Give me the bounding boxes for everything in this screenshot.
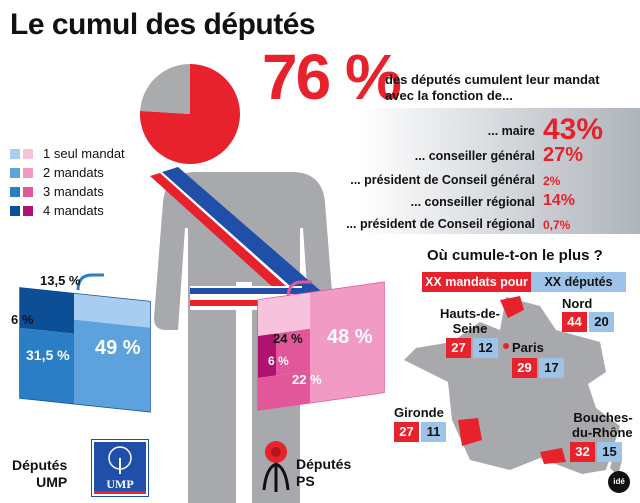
function-value: 0,7%: [543, 218, 571, 232]
pie-slice-cumulent: [140, 64, 241, 164]
place-gironde-deputes: 11: [421, 422, 446, 442]
function-row-maire: ... maire 43%: [290, 113, 640, 146]
ump-block-2-mandats: [74, 319, 150, 412]
legend-swatch-ump: [10, 187, 20, 197]
ump-block-4-mandats: [20, 288, 74, 334]
page-title: Le cumul des députés: [10, 8, 316, 41]
ump-briefcase-handle: [76, 273, 104, 291]
paris-dot: [503, 343, 509, 349]
legend-swatch-ps: [23, 187, 33, 197]
where-legend-deputes: XX députés: [531, 272, 626, 292]
place-bouches-du-rhone-mandats: 32: [570, 442, 595, 462]
brand-logo: idé: [608, 471, 630, 493]
ump-block-3-mandats: [20, 328, 74, 404]
ump-value-3-mandats: 31,5 %: [26, 347, 70, 363]
function-row-conseiller-general: ... conseiller général 27%: [290, 144, 640, 168]
ump-block-1-mandat: [74, 293, 150, 328]
ps-block-3-mandats: [276, 328, 310, 376]
place-nord-mandats: 44: [562, 312, 587, 332]
place-nord-name: Nord: [562, 296, 593, 311]
where-title: Où cumule-t-on le plus ?: [427, 247, 603, 264]
ump-logo-text: UMP: [106, 477, 134, 491]
nord-region: [500, 296, 524, 318]
ps-block-4-mandats: [258, 333, 276, 378]
headline-percentage: 76 %: [262, 41, 402, 113]
function-label: ... conseiller général: [414, 149, 535, 163]
ump-value-2-mandats: 49 %: [95, 337, 141, 359]
place-name-line-2: du-Rhône: [572, 425, 633, 440]
place-paris-deputes: 17: [539, 358, 564, 378]
ump-label: Députés UMP: [12, 457, 67, 491]
ump-logo: UMP: [92, 440, 148, 496]
ps-value-4-mandats: 6 %: [268, 354, 289, 368]
legend-swatch-ps: [23, 168, 33, 178]
function-value: 14%: [543, 192, 576, 209]
ump-treemap: [19, 287, 151, 413]
place-name-line-2: Seine: [452, 321, 488, 336]
where-legend-mandats: XX mandats pour: [422, 272, 531, 292]
place-gironde-mandats: 27: [394, 422, 419, 442]
tree-icon: [108, 446, 132, 474]
function-row-president-conseil-regional: ... président de Conseil régional 0,7%: [290, 214, 640, 236]
function-row-conseiller-regional: ... conseiller régional 14%: [290, 192, 640, 214]
legend-swatch-ps: [23, 206, 33, 216]
ump-value-1-mandat: 13,5 %: [40, 273, 81, 288]
ps-block-1-mandat: [258, 292, 310, 336]
legend-swatch-ps: [23, 149, 33, 159]
function-value: 27%: [543, 144, 584, 166]
ps-briefcase-handle: [286, 280, 312, 299]
ps-block-2-mandats: [310, 282, 384, 403]
ump-label-line-2: UMP: [36, 474, 68, 490]
function-label: ... président de Conseil général: [350, 173, 535, 187]
ump-value-4-mandats: 6 %: [11, 312, 34, 327]
gironde-region: [458, 418, 482, 446]
legend-label: 3 mandats: [43, 184, 104, 199]
legend-label: 2 mandats: [43, 165, 104, 180]
ps-label-line-2: PS: [296, 473, 315, 489]
tricolor-sash: [150, 167, 322, 312]
place-hauts-de-seine-deputes: 12: [473, 338, 498, 358]
functions-panel: [360, 108, 640, 234]
ps-label-line-1: Députés: [296, 456, 352, 472]
function-value: 43%: [543, 113, 604, 146]
legend-swatch-ump: [10, 149, 20, 159]
legend-label: 4 mandats: [43, 203, 104, 218]
headline-pie: [140, 64, 241, 164]
legend-swatch-ump: [10, 206, 20, 216]
place-paris-mandats: 29: [512, 358, 537, 378]
place-hauts-de-seine-name: Hauts-de- Seine: [440, 306, 500, 336]
headline-line-1: des députés cumulent leur mandat: [385, 72, 600, 87]
ump-label-line-1: Députés: [12, 457, 68, 473]
legend-swatch-ump: [10, 168, 20, 178]
place-hauts-de-seine-mandats: 27: [446, 338, 471, 358]
place-nord-deputes: 20: [589, 312, 614, 332]
place-gironde-name: Gironde: [394, 405, 444, 420]
function-row-president-conseil-general: ... président de Conseil général 2%: [290, 170, 640, 192]
function-value: 2%: [543, 174, 561, 188]
function-label: ... conseiller régional: [410, 195, 535, 209]
ps-value-2-mandats: 48 %: [327, 326, 373, 348]
ps-treemap: [257, 281, 385, 411]
ps-label: Députés PS: [296, 456, 351, 490]
place-bouches-du-rhone-name: Bouches- du-Rhône: [572, 410, 633, 440]
headline-text: des députés cumulent leur mandat avec la…: [385, 72, 635, 104]
bouches-du-rhone-region: [540, 448, 566, 464]
place-name-line-1: Bouches-: [573, 410, 633, 425]
ps-value-3-mandats: 22 %: [292, 372, 322, 387]
headline-line-2: avec la fonction de...: [385, 88, 513, 103]
place-name-line-1: Hauts-de-: [440, 306, 500, 321]
pie-slice-ne-cumulent-pas: [140, 64, 190, 114]
rose-icon: [262, 441, 290, 492]
legend-label: 1 seul mandat: [43, 146, 125, 161]
place-bouches-du-rhone-deputes: 15: [597, 442, 622, 462]
place-paris-name: Paris: [512, 340, 544, 355]
function-label: ... président de Conseil régional: [346, 217, 535, 231]
function-label: ... maire: [487, 124, 535, 138]
ps-value-1-mandat: 24 %: [273, 331, 303, 346]
